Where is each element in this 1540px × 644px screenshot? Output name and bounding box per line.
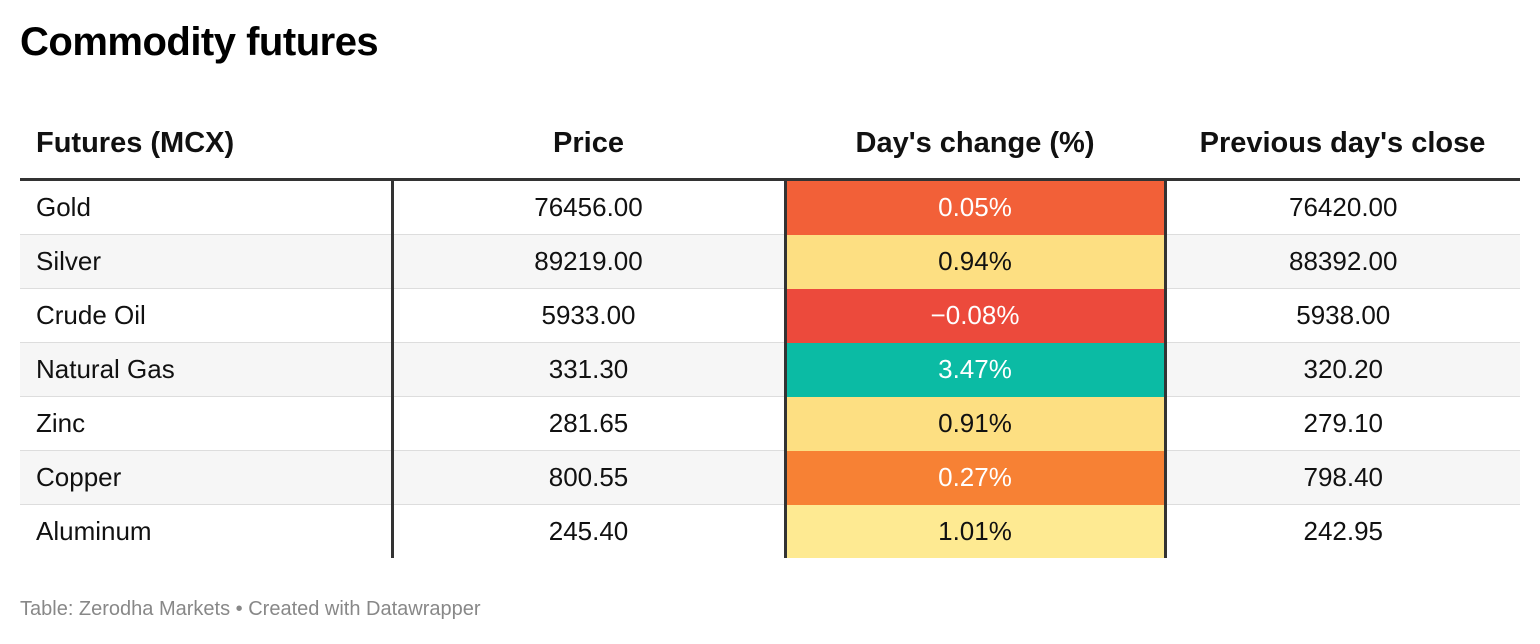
cell-days-change: 3.47% <box>785 342 1167 397</box>
column-header-days-change[interactable]: Day's change (%) <box>785 108 1165 181</box>
commodity-table: Futures (MCX) Price Day's change (%) Pre… <box>20 108 1520 558</box>
table-row: Copper 800.55 0.27% 798.40 <box>20 450 1520 505</box>
cell-price: 281.65 <box>392 396 787 451</box>
cell-days-change: 1.01% <box>785 504 1167 558</box>
table-row: Gold 76456.00 0.05% 76420.00 <box>20 179 1520 235</box>
cell-days-change: 0.27% <box>785 450 1167 505</box>
cell-previous-close: 88392.00 <box>1165 234 1520 289</box>
cell-days-change: 0.05% <box>785 179 1167 235</box>
cell-futures-name: Silver <box>20 234 394 289</box>
cell-previous-close: 76420.00 <box>1165 179 1520 235</box>
cell-futures-name: Natural Gas <box>20 342 394 397</box>
cell-previous-close: 242.95 <box>1303 516 1384 546</box>
cell-futures-name: Copper <box>20 450 394 505</box>
cell-previous-close: 320.20 <box>1165 342 1520 397</box>
table-header-row: Futures (MCX) Price Day's change (%) Pre… <box>20 108 1520 181</box>
cell-price: 76456.00 <box>392 179 787 235</box>
cell-days-change: 0.94% <box>785 234 1167 289</box>
cell-price: 245.40 <box>392 504 787 558</box>
table-row: Aluminum 245.40 1.01% 242.95 <box>20 504 1520 558</box>
table-row: Crude Oil 5933.00 −0.08% 5938.00 <box>20 288 1520 343</box>
cell-futures-name: Gold <box>20 179 394 235</box>
cell-price: 5933.00 <box>392 288 787 343</box>
table-row: Natural Gas 331.30 3.47% 320.20 <box>20 342 1520 397</box>
cell-price: 331.30 <box>392 342 787 397</box>
column-header-previous-close[interactable]: Previous day's close <box>1165 108 1520 181</box>
source-footer: Table: Zerodha Markets • Created with Da… <box>20 598 481 620</box>
cell-price: 800.55 <box>392 450 787 505</box>
table-row: Silver 89219.00 0.94% 88392.00 <box>20 234 1520 289</box>
cell-futures-name: Crude Oil <box>20 288 394 343</box>
cell-previous-close: 5938.00 <box>1165 288 1520 343</box>
column-header-futures[interactable]: Futures (MCX) <box>20 108 392 181</box>
cell-previous-close: 279.10 <box>1165 396 1520 451</box>
cell-price: 89219.00 <box>392 234 787 289</box>
table-row: Zinc 281.65 0.91% 279.10 <box>20 396 1520 451</box>
cell-days-change: 0.91% <box>785 396 1167 451</box>
page-title: Commodity futures <box>20 20 379 64</box>
cell-previous-close: 798.40 <box>1165 450 1520 505</box>
column-header-price[interactable]: Price <box>392 108 785 181</box>
cell-days-change: −0.08% <box>785 288 1167 343</box>
cell-futures-name: Zinc <box>20 396 394 451</box>
cell-futures-name: Aluminum <box>20 504 394 558</box>
table-body: Gold 76456.00 0.05% 76420.00 Silver 89219.00 0… <box>20 179 1520 558</box>
